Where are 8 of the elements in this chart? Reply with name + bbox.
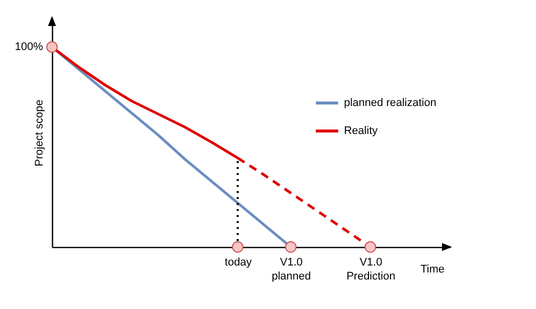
x-tick-label: V1.0 planned [272, 256, 311, 282]
x-axis-title: Time [420, 264, 445, 276]
text: 100% [14, 41, 44, 53]
legend-label: planned realization [344, 97, 436, 109]
y-axis-title: Project scope [34, 100, 46, 166]
x-tick-label: today [224, 256, 252, 268]
legend-label: Reality [344, 125, 378, 137]
x-tick-label: V1.0 Prediction [346, 256, 396, 282]
